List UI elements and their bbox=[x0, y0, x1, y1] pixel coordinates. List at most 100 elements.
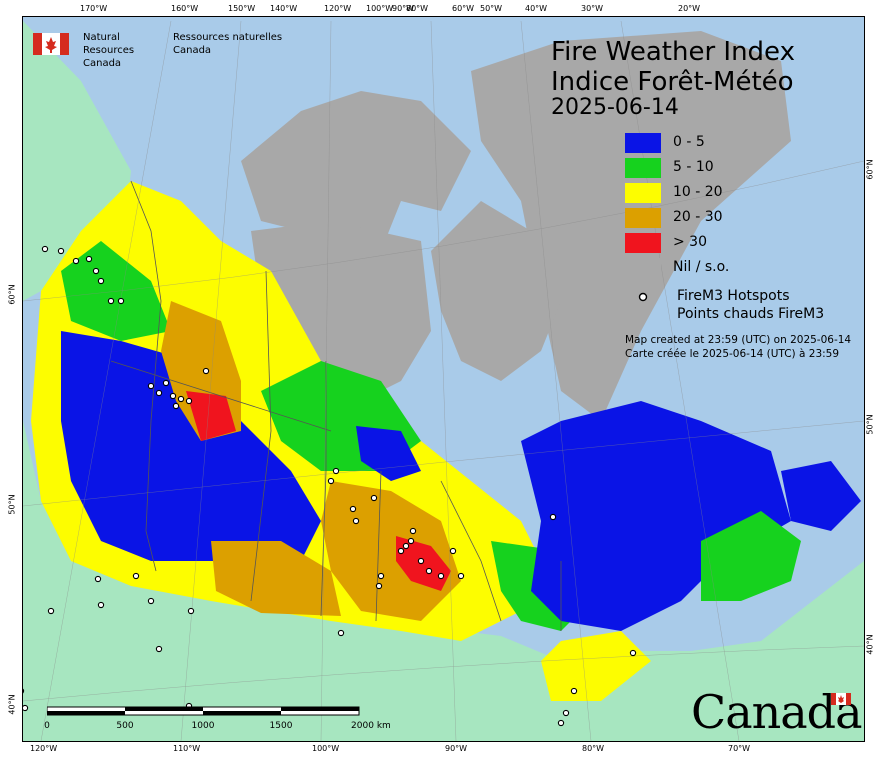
hotspot-legend: FireM3 Hotspots Points chauds FireM3 bbox=[625, 287, 855, 327]
top-tick-label: 100°W bbox=[366, 4, 394, 13]
hotspot-marker bbox=[41, 245, 49, 253]
top-tick-label: 170°W bbox=[80, 4, 108, 13]
scale-label: 2000 km bbox=[351, 721, 391, 731]
top-tick-label: 60°W bbox=[452, 4, 475, 13]
agency-en-2: Canada bbox=[83, 58, 122, 69]
agency-fr-1: Ressources naturelles bbox=[173, 32, 283, 43]
title-en: Fire Weather Index bbox=[551, 37, 795, 67]
hotspot-marker bbox=[549, 513, 557, 521]
map-svg bbox=[23, 20, 864, 741]
top-tick-label: 50°W bbox=[480, 4, 503, 13]
legend-label: Nil / s.o. bbox=[673, 259, 730, 275]
right-tick-label: 60°N bbox=[865, 159, 875, 180]
hotspot-marker bbox=[327, 477, 335, 485]
hotspot-marker bbox=[172, 402, 180, 410]
legend-swatch bbox=[625, 258, 661, 278]
legend-label: 5 - 10 bbox=[673, 159, 714, 175]
hotspot-marker bbox=[407, 537, 415, 545]
hotspot-marker bbox=[337, 629, 345, 637]
scale-label: 500 bbox=[116, 721, 134, 731]
hotspot-marker bbox=[457, 572, 465, 580]
map-date: 2025-06-14 bbox=[551, 95, 679, 120]
left-tick-label: 60°N bbox=[7, 284, 17, 305]
hotspot-marker bbox=[57, 247, 65, 255]
zone-blue-newfoundland bbox=[781, 461, 861, 531]
hotspot-marker bbox=[570, 687, 578, 695]
bottom-tick-label: 70°W bbox=[728, 744, 751, 753]
scale-bar-graphic bbox=[47, 706, 360, 716]
top-tick-label: 80°W bbox=[406, 4, 429, 13]
hotspot-marker bbox=[185, 397, 193, 405]
canada-wordmark: Canada bbox=[691, 685, 863, 739]
created-en: Map created at 23:59 (UTC) on 2025-06-14 bbox=[625, 334, 852, 346]
legend-label: 20 - 30 bbox=[673, 209, 723, 225]
baffin-island bbox=[431, 201, 561, 381]
right-tick-label: 50°N bbox=[865, 414, 875, 435]
creation-note: Map created at 23:59 (UTC) on 2025-06-14… bbox=[625, 333, 851, 361]
scale-label: 1000 bbox=[191, 721, 215, 731]
scale-label: 1500 bbox=[269, 721, 293, 731]
hotspot-marker bbox=[147, 597, 155, 605]
hotspot-marker bbox=[47, 607, 55, 615]
legend-swatch bbox=[625, 233, 661, 253]
title-fr: Indice Forêt-Météo bbox=[551, 67, 794, 97]
bottom-tick-label: 80°W bbox=[582, 744, 605, 753]
zone-blue-quebec bbox=[521, 401, 791, 631]
agency-fr-2: Canada bbox=[173, 45, 212, 56]
legend-swatch bbox=[625, 183, 661, 203]
hotspot-marker bbox=[202, 367, 210, 375]
hotspot-marker bbox=[562, 709, 570, 717]
hotspot-marker bbox=[349, 505, 357, 513]
legend-label: > 30 bbox=[673, 234, 707, 250]
map-frame: Fire Weather Index Indice Forêt-Météo 20… bbox=[22, 16, 865, 742]
bottom-tick-label: 100°W bbox=[312, 744, 340, 753]
arctic-islands bbox=[241, 91, 471, 261]
scale-label: 0 bbox=[44, 721, 50, 731]
hotspot-marker bbox=[177, 395, 185, 403]
top-tick-label: 140°W bbox=[270, 4, 298, 13]
hotspot-marker bbox=[332, 467, 340, 475]
left-tick-label: 50°N bbox=[7, 494, 17, 515]
hotspot-marker bbox=[402, 542, 410, 550]
hotspot-marker bbox=[85, 255, 93, 263]
hotspot-marker bbox=[425, 567, 433, 575]
hotspot-marker bbox=[187, 607, 195, 615]
hotspot-label-fr: Points chauds FireM3 bbox=[677, 306, 825, 322]
top-tick-label: 150°W bbox=[228, 4, 256, 13]
bottom-tick-label: 120°W bbox=[30, 744, 58, 753]
zone-orange-prairie bbox=[211, 541, 341, 616]
hotspot-marker bbox=[162, 379, 170, 387]
hotspot-marker bbox=[97, 277, 105, 285]
top-tick-label: 30°W bbox=[581, 4, 604, 13]
province-borders bbox=[110, 180, 562, 631]
left-tick-label: 40°N bbox=[7, 694, 17, 715]
zone-green-west bbox=[61, 241, 171, 341]
hotspot-marker bbox=[147, 382, 155, 390]
legend-swatch bbox=[625, 208, 661, 228]
map-title: Fire Weather Index Indice Forêt-Météo bbox=[551, 37, 795, 97]
legend-swatch bbox=[625, 158, 661, 178]
hotspot-marker bbox=[417, 557, 425, 565]
zone-green-atlantic bbox=[701, 511, 801, 601]
top-tick-label: 20°W bbox=[678, 4, 701, 13]
legend-label: 10 - 20 bbox=[673, 184, 723, 200]
hotspot-marker bbox=[397, 547, 405, 555]
hotspot-marker bbox=[97, 601, 105, 609]
hotspot-marker bbox=[132, 572, 140, 580]
hotspot-marker bbox=[107, 297, 115, 305]
hotspot-marker bbox=[437, 572, 445, 580]
canada-flag-icon bbox=[33, 33, 69, 55]
hotspot-marker bbox=[449, 547, 457, 555]
hotspot-marker bbox=[557, 719, 565, 727]
hotspot-marker bbox=[352, 517, 360, 525]
zone-yellow-east bbox=[541, 631, 651, 701]
bottom-tick-label: 90°W bbox=[445, 744, 468, 753]
hotspot-marker bbox=[629, 649, 637, 657]
hotspot-icon bbox=[638, 292, 648, 302]
hotspot-marker bbox=[94, 575, 102, 583]
top-tick-label: 90°W bbox=[392, 4, 415, 13]
bottom-tick-label: 110°W bbox=[173, 744, 201, 753]
hotspot-label-en: FireM3 Hotspots bbox=[677, 288, 790, 304]
wordmark-flag-icon bbox=[831, 693, 851, 705]
zone-blue-hudson bbox=[356, 426, 421, 481]
